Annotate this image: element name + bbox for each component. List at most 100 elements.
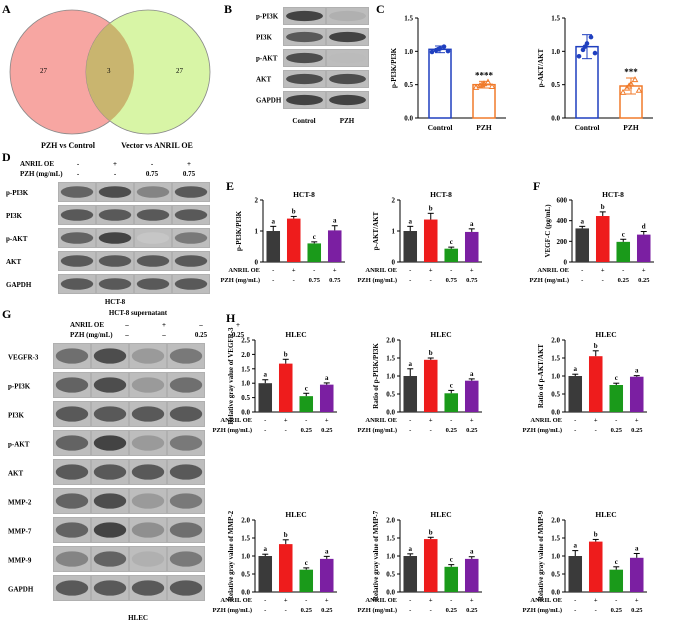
condition-value: 0.75 — [329, 277, 341, 284]
x-tick-label: Control — [428, 123, 453, 132]
condition-value: - — [264, 607, 266, 614]
blot-band — [98, 232, 132, 244]
data-point — [635, 86, 643, 93]
condition-label: PZH (mg/mL) — [212, 607, 252, 614]
y-tick-label: 200 — [557, 238, 568, 246]
condition-value: 0.25 — [446, 607, 458, 614]
western-blot-b: p-PI3K PI3K p-AKT AKT GAPDH Control PZH — [256, 7, 369, 125]
blot-d-cond-value: - — [77, 160, 80, 168]
condition-value: + — [642, 267, 646, 274]
significance-letter: b — [594, 342, 598, 350]
y-tick-label: 1.5 — [551, 15, 560, 23]
y-tick-label: 0.5 — [551, 571, 560, 579]
condition-value: - — [285, 427, 287, 434]
bar — [278, 544, 293, 592]
condition-value: + — [292, 267, 296, 274]
blot-band — [174, 186, 208, 198]
chart-title: HLEC — [595, 510, 616, 519]
condition-value: + — [429, 597, 433, 604]
bar — [464, 380, 479, 412]
condition-label: PZH (mg/mL) — [220, 277, 260, 284]
data-point — [484, 78, 492, 85]
blot-band — [131, 464, 165, 480]
condition-label: ANRIL OE — [365, 267, 397, 274]
blot-band — [174, 278, 208, 290]
condition-value: - — [305, 597, 307, 604]
significance-letter: a — [272, 217, 276, 225]
blot-band — [286, 31, 323, 43]
y-tick-label: 0.0 — [551, 589, 560, 597]
y-tick-label: 0.0 — [551, 409, 560, 417]
condition-value: - — [409, 427, 411, 434]
blot-lane-strip — [58, 182, 210, 202]
blot-band — [169, 348, 203, 364]
blot-band — [55, 551, 89, 567]
data-point — [435, 47, 441, 52]
y-tick-label: 1 — [392, 228, 396, 236]
condition-label: ANRIL OE — [365, 597, 397, 604]
panel-label-g: G — [2, 307, 11, 321]
blot-band — [131, 522, 165, 538]
y-tick-label: 2.0 — [386, 337, 395, 345]
blot-g-cond-value: + — [236, 321, 240, 329]
bar — [423, 219, 438, 262]
chart-c2: 0.0 0.5 1.0 1.5 p-AKT/AKT Control *** PZH — [537, 15, 653, 132]
condition-value: - — [264, 597, 266, 604]
significance-letter: b — [284, 350, 288, 358]
y-axis-label: p-AKT/AKT — [537, 48, 545, 87]
chart-h2: 0.0 0.5 1.0 1.5 2.0 Ratio of p-PI3K/PI3K HLEC a… — [357, 330, 482, 434]
blot-band — [174, 209, 208, 221]
significance-letter: b — [594, 530, 598, 538]
blot-band — [131, 406, 165, 422]
bar — [286, 218, 301, 262]
condition-value: - — [409, 607, 411, 614]
significance-letter: b — [429, 204, 433, 212]
y-tick-label: 2.0 — [551, 517, 560, 525]
bar — [595, 216, 610, 262]
blot-row-label: AKT — [6, 258, 22, 266]
chart-h6: 0.0 0.5 1.0 1.5 2.0 Relative gray value of MM… — [522, 510, 647, 614]
data-point — [627, 80, 635, 87]
y-tick-label: 0.0 — [386, 409, 395, 417]
y-tick-label: 1.0 — [241, 380, 250, 388]
significance-letter: a — [470, 548, 474, 556]
condition-value: + — [470, 597, 474, 604]
blot-band — [136, 209, 170, 221]
data-point — [588, 34, 594, 40]
bar — [588, 541, 603, 592]
bar — [568, 376, 583, 412]
significance-letter: a — [325, 547, 329, 555]
bar — [609, 569, 624, 592]
significance-letter: c — [313, 233, 316, 241]
data-point — [429, 49, 435, 55]
blot-band — [169, 522, 203, 538]
condition-value: - — [409, 267, 411, 274]
chart-e1: 0 1 2 p-PI3K/PI3K HCT-8 a b c a ANRIL OE - + - + PZH (… — [220, 190, 345, 284]
y-tick-label: 1.5 — [241, 365, 250, 373]
blot-row-label: p-AKT — [6, 235, 28, 243]
significance-letter: a — [264, 371, 268, 379]
y-tick-label: 1.5 — [551, 355, 560, 363]
blot-band — [169, 580, 203, 596]
blot-g-cond-value: + — [162, 321, 166, 329]
blot-g-cond-label: ANRIL OE — [70, 321, 104, 329]
y-tick-label: 0.5 — [404, 81, 413, 89]
x-tick-label: PZH — [476, 123, 492, 132]
blot-row-label: MMP-2 — [8, 498, 32, 506]
significance-letter: a — [635, 367, 639, 375]
bar — [299, 569, 314, 592]
condition-value: 0.75 — [446, 277, 458, 284]
blot-band — [131, 435, 165, 451]
data-point — [576, 53, 582, 59]
condition-value: + — [601, 267, 605, 274]
blot-row-label: AKT — [8, 469, 24, 477]
venn-right-count: 27 — [176, 67, 184, 75]
y-axis-label: Relative gray value of MMP-2 — [227, 510, 235, 601]
panel-label-d: D — [2, 150, 11, 164]
y-tick-label: 1.0 — [386, 373, 395, 381]
y-tick-label: 2.0 — [386, 517, 395, 525]
blot-band — [93, 493, 127, 509]
y-tick-label: 0.5 — [551, 391, 560, 399]
chart-e2: 0 1 2 p-AKT/AKT HCT-8 a b c a ANRIL OE - + - + PZH (mg… — [357, 190, 482, 284]
condition-label: ANRIL OE — [365, 417, 397, 424]
